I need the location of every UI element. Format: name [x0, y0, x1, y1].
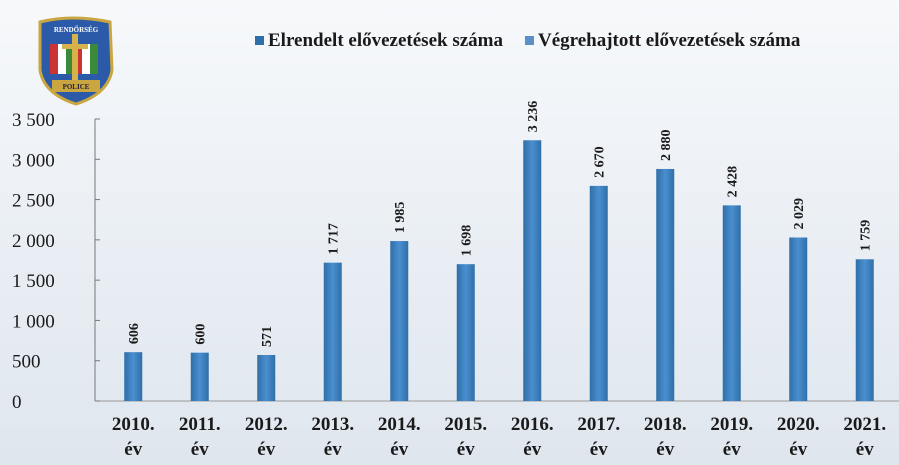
- x-tick-label: 2013. év: [311, 414, 355, 460]
- bar: [523, 140, 542, 401]
- x-tick-label: 2017. év: [577, 414, 621, 460]
- x-tick-label: 2011. év: [178, 414, 221, 460]
- y-tick-label: 500: [12, 352, 41, 373]
- y-tick-label: 1 000: [12, 311, 55, 332]
- bar: [390, 241, 409, 401]
- value-label: 2 880: [659, 129, 674, 161]
- value-label: 3 236: [526, 101, 541, 133]
- bar: [257, 354, 276, 401]
- x-tick-label: 2015. év: [444, 414, 488, 460]
- x-tick-label: 2016. év: [510, 414, 554, 460]
- logo-top-text: RENDŐRSÉG: [54, 26, 99, 34]
- value-label: 1 717: [327, 223, 342, 255]
- value-label: 2 428: [726, 166, 741, 198]
- bar: [722, 205, 741, 401]
- bar: [190, 352, 209, 401]
- value-label: 600: [194, 324, 209, 345]
- value-label: 606: [127, 323, 142, 344]
- value-label: 2 029: [792, 198, 807, 230]
- bar: [589, 185, 608, 401]
- y-tick-label: 3 000: [12, 150, 55, 171]
- legend-label: Elrendelt elővezetések száma: [268, 30, 503, 51]
- logo-bottom-text: POLICE: [63, 83, 90, 91]
- y-tick-label: 1 500: [12, 271, 55, 292]
- x-tick-label: 2019. év: [710, 414, 754, 460]
- value-label: 1 759: [859, 220, 874, 252]
- bar: [456, 264, 475, 401]
- police-logo: RENDŐRSÉG POLICE: [38, 16, 114, 106]
- value-label: 1 985: [393, 202, 408, 234]
- y-tick-label: 0: [12, 392, 22, 413]
- value-label: 571: [260, 326, 275, 347]
- y-tick-label: 2 500: [12, 191, 55, 212]
- x-tick-label: 2010. év: [111, 414, 155, 460]
- y-tick-label: 2 000: [12, 231, 55, 252]
- x-tick-label: 2012. év: [244, 414, 288, 460]
- x-tick-label: 2014. év: [377, 414, 421, 460]
- legend-swatch: [255, 36, 264, 45]
- legend-swatch: [524, 36, 534, 45]
- x-tick-label: 2020. év: [776, 414, 820, 460]
- x-tick-label: 2021. év: [843, 414, 887, 460]
- bar: [855, 259, 874, 401]
- value-label: 1 698: [460, 225, 475, 257]
- legend-label: Végrehajtott elővezetések száma: [538, 30, 801, 51]
- bar: [656, 168, 675, 401]
- bar: [124, 352, 143, 401]
- y-tick-label: 3 500: [12, 110, 55, 131]
- x-tick-label: 2018. év: [643, 414, 687, 460]
- value-label: 2 670: [593, 146, 608, 178]
- bar: [789, 237, 808, 401]
- bar: [323, 262, 342, 401]
